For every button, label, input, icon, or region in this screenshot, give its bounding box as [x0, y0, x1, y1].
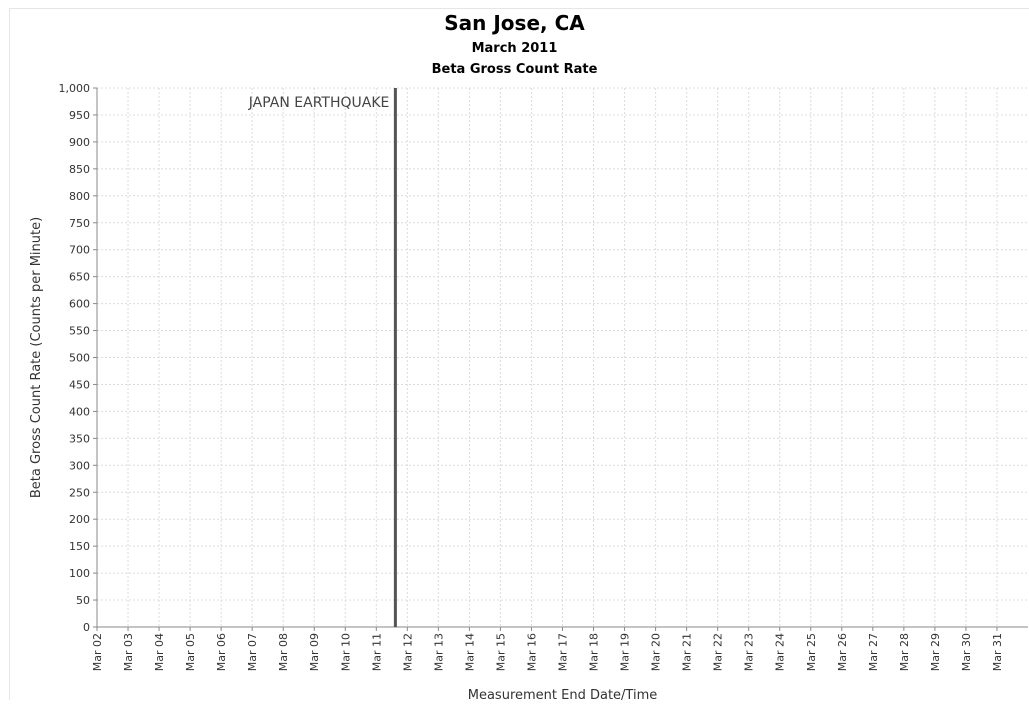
- x-tick-label: Mar 14: [463, 633, 476, 671]
- y-tick-label: 100: [69, 567, 90, 580]
- y-tick-label: 300: [69, 459, 90, 472]
- chart-title: San Jose, CA: [444, 11, 585, 35]
- y-tick-label: 400: [69, 405, 90, 418]
- x-tick-label: Mar 23: [743, 633, 756, 671]
- y-tick-label: 1,000: [59, 82, 91, 95]
- x-tick-label: Mar 06: [215, 633, 228, 671]
- y-tick-label: 900: [69, 136, 90, 149]
- x-tick-label: Mar 22: [712, 633, 725, 671]
- x-tick-label: Mar 21: [681, 633, 694, 671]
- y-tick-label: 0: [83, 621, 90, 634]
- x-tick-label: Mar 13: [432, 633, 445, 671]
- y-tick-label: 950: [69, 109, 90, 122]
- x-tick-label: Mar 11: [370, 633, 383, 671]
- y-tick-label: 850: [69, 163, 90, 176]
- x-tick-label: Mar 24: [774, 633, 787, 671]
- x-tick-label: Mar 25: [805, 633, 818, 671]
- x-tick-label: Mar 03: [122, 633, 135, 671]
- x-tick-label: Mar 10: [339, 633, 352, 671]
- x-tick-label: Mar 15: [494, 633, 507, 671]
- y-tick-label: 700: [69, 244, 90, 257]
- y-tick-label: 450: [69, 378, 90, 391]
- x-axis-title: Measurement End Date/Time: [468, 688, 657, 703]
- x-tick-label: Mar 26: [836, 633, 849, 671]
- x-tick-label: Mar 30: [960, 633, 973, 671]
- x-tick-label: Mar 02: [91, 633, 104, 671]
- x-tick-label: Mar 09: [308, 633, 321, 671]
- y-tick-label: 650: [69, 271, 90, 284]
- y-tick-label: 350: [69, 432, 90, 445]
- frame-top-border: [9, 8, 1029, 9]
- x-tick-label: Mar 18: [588, 633, 601, 671]
- y-tick-label: 200: [69, 513, 90, 526]
- frame-left-border: [9, 8, 10, 700]
- y-tick-label: 500: [69, 352, 90, 365]
- y-tick-label: 750: [69, 217, 90, 230]
- x-tick-label: Mar 28: [898, 633, 911, 671]
- earthquake-marker-label: JAPAN EARTHQUAKE: [248, 95, 390, 111]
- x-tick-label: Mar 04: [153, 633, 166, 671]
- x-tick-label: Mar 12: [401, 633, 414, 671]
- x-tick-label: Mar 17: [557, 633, 570, 671]
- y-tick-label: 550: [69, 325, 90, 338]
- chart-subtitle-date: March 2011: [471, 41, 558, 56]
- y-tick-label: 250: [69, 486, 90, 499]
- x-tick-label: Mar 07: [246, 633, 259, 671]
- y-tick-label: 600: [69, 298, 90, 311]
- x-tick-label: Mar 20: [650, 633, 663, 671]
- x-tick-label: Mar 27: [867, 633, 880, 671]
- x-tick-label: Mar 29: [929, 633, 942, 671]
- y-tick-label: 50: [76, 594, 90, 607]
- x-tick-label: Mar 08: [277, 633, 290, 671]
- y-tick-label: 150: [69, 540, 90, 553]
- x-tick-label: Mar 05: [184, 633, 197, 671]
- x-tick-label: Mar 16: [525, 633, 538, 671]
- x-tick-label: Mar 31: [991, 633, 1004, 671]
- y-axis-title: Beta Gross Count Rate (Counts per Minute…: [29, 217, 44, 498]
- y-tick-label: 800: [69, 190, 90, 203]
- chart-subtitle-measure: Beta Gross Count Rate: [431, 62, 598, 77]
- x-tick-label: Mar 19: [619, 633, 632, 671]
